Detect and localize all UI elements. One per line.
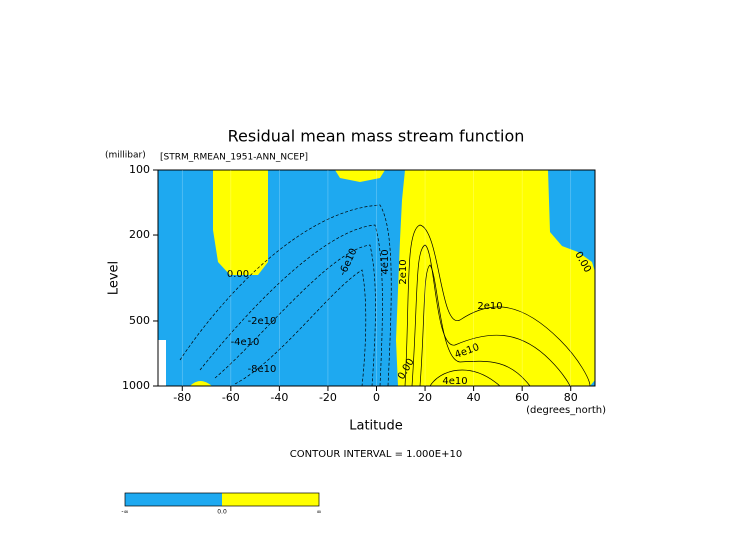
- y-tick-label: 1000: [122, 379, 150, 392]
- x-tick-label: -60: [222, 391, 240, 404]
- colorbar-label: 0.0: [217, 509, 227, 516]
- contour-line: [199, 224, 383, 387]
- colorbar: -∞ 0.0 ∞: [121, 492, 322, 516]
- contour-line: [179, 204, 392, 387]
- y-tick-label: 100: [129, 163, 150, 176]
- x-tick-label: 80: [564, 391, 578, 404]
- positive-region: [335, 170, 385, 182]
- y-unit: (millibar): [105, 151, 146, 161]
- subtitle: [STRM_RMEAN_1951-ANN_NCEP]: [160, 153, 308, 163]
- x-tick-label: -20: [319, 391, 337, 404]
- x-unit: (degrees_north): [526, 405, 606, 416]
- contour-line: [234, 269, 367, 387]
- colorbar-label: -∞: [121, 509, 128, 516]
- chart-title: Residual mean mass stream function: [228, 127, 525, 146]
- contour-interval: CONTOUR INTERVAL = 1.000E+10: [290, 449, 462, 460]
- x-tick-label: 0: [373, 391, 380, 404]
- y-axis-label: Level: [107, 261, 122, 295]
- missing-data: [158, 340, 166, 386]
- contours: [179, 204, 591, 387]
- contour-line: [419, 264, 531, 387]
- x-axis-label: Latitude: [349, 419, 403, 434]
- contour-label: 2e10: [477, 301, 502, 312]
- x-tick-label: 20: [418, 391, 432, 404]
- y-tick-label: 500: [129, 314, 150, 327]
- contour-label: 2e10: [398, 259, 409, 284]
- contour-label: -4e10: [231, 337, 260, 348]
- colorbar-frame: [124, 492, 320, 507]
- positive-region: [213, 170, 268, 275]
- contour-line: [429, 369, 501, 387]
- x-tick-label: -40: [270, 391, 288, 404]
- contour-label: 4e10: [442, 376, 467, 387]
- contour-label: 4e10: [380, 249, 391, 274]
- positive-region: [396, 170, 595, 386]
- contour-label: -8e10: [248, 364, 277, 375]
- colorbar-negative: [125, 493, 222, 506]
- x-tick-label: 60: [515, 391, 529, 404]
- colorbar-label: ∞: [317, 509, 322, 516]
- positive-fill: [190, 170, 595, 386]
- positive-region: [190, 381, 212, 386]
- x-tick-label: -80: [173, 391, 191, 404]
- contour-label: -2e10: [248, 316, 277, 327]
- contour-line: [404, 224, 591, 387]
- contour-label: 0.00: [227, 269, 249, 280]
- colorbar-positive: [222, 493, 319, 506]
- contour-line: [411, 244, 571, 387]
- x-tick-label: 40: [467, 391, 481, 404]
- y-tick-label: 200: [129, 228, 150, 241]
- contour-line: [214, 244, 376, 387]
